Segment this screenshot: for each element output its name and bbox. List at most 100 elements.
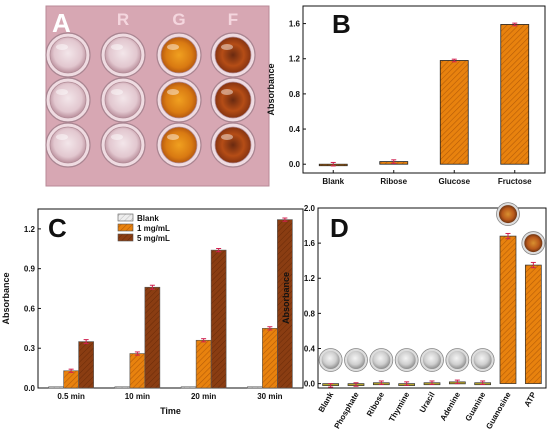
y-tick-label: 0.8 (304, 309, 316, 318)
well-sample (214, 36, 252, 74)
x-tick-label: Glucose (438, 177, 470, 186)
panel-d-label: D (330, 213, 349, 243)
x-tick-label: 0.5 min (57, 392, 85, 401)
well-sample (160, 126, 198, 164)
y-tick-label: 0.4 (289, 125, 301, 134)
well-highlight (111, 44, 123, 50)
y-tick-label: 0.0 (289, 160, 301, 169)
x-tick-label: Uracil (418, 391, 437, 415)
panel-a: A R G F (45, 5, 270, 187)
bar-atp (524, 264, 542, 384)
well-thumbnail-sample (524, 234, 543, 253)
x-tick-label: Ribose (365, 390, 386, 418)
x-tick-label: 20 min (191, 392, 216, 401)
well-highlight (56, 89, 68, 95)
x-tick-label: 30 min (257, 392, 282, 401)
column-label-g: G (172, 10, 185, 29)
well-sample (160, 36, 198, 74)
legend-swatch (117, 233, 134, 242)
x-tick-label: Guanine (464, 390, 488, 423)
panel-a-label: A (52, 8, 71, 38)
y-tick-label: 1.2 (304, 274, 316, 283)
bar-blank (48, 386, 64, 389)
bar-5-mg-ml (78, 341, 94, 389)
x-tick-label: Phosphate (332, 390, 361, 430)
y-tick-label: 0.4 (304, 344, 316, 353)
y-tick-label: 0.0 (304, 380, 316, 389)
bar-fructose (500, 24, 530, 165)
well-thumbnail-sample (347, 351, 365, 369)
well-thumbnail-sample (448, 351, 467, 369)
well-thumbnail-sample (499, 205, 517, 224)
well-sample (49, 36, 87, 74)
y-tick-label: 1.2 (289, 55, 301, 64)
bar-blank (114, 386, 131, 389)
legend-entry: 1 mg/mL (137, 224, 170, 233)
y-axis-label: Absorbance (266, 63, 276, 115)
well-highlight (167, 134, 179, 140)
x-tick-label: Guanosine (484, 390, 513, 431)
bar-1-mg-ml (262, 328, 278, 389)
legend-entry: 5 mg/mL (137, 234, 170, 243)
bar-blank (180, 386, 197, 389)
plot-frame (37, 208, 304, 389)
bar-guanosine (499, 235, 517, 384)
panel-b-label: B (332, 9, 351, 39)
well-thumbnail-sample (423, 351, 441, 369)
bar-glucose (439, 60, 469, 165)
legend-swatch (117, 213, 134, 222)
y-tick-label: 1.6 (304, 239, 316, 248)
column-label-r: R (117, 10, 129, 29)
x-tick-label: ATP (523, 390, 539, 408)
y-tick-label: 0.3 (24, 344, 36, 353)
y-tick-label: 0.0 (24, 384, 36, 393)
panel-d-chart: D 0.0 0.4 0.8 1.2 1.6 2.0 Absorbance BlankPhosp… (281, 202, 547, 431)
y-axis-label: Absorbance (1, 272, 11, 324)
well-sample (104, 36, 142, 74)
bar-5-mg-ml (210, 249, 227, 389)
well-thumbnail-sample (473, 351, 492, 369)
column-label-f: F (228, 10, 238, 29)
well-highlight (111, 134, 123, 140)
well-highlight (111, 89, 123, 95)
y-axis-label: Absorbance (281, 272, 291, 324)
well-highlight (221, 44, 233, 50)
y-tick-label: 0.6 (24, 304, 36, 313)
well-highlight (221, 134, 233, 140)
bar-blank (247, 386, 263, 389)
y-tick-label: 0.9 (24, 265, 36, 274)
legend-entry: Blank (137, 214, 159, 223)
x-tick-label: Blank (317, 390, 336, 414)
well-sample (104, 126, 142, 164)
x-tick-label: Ribose (380, 177, 407, 186)
well-sample (214, 126, 252, 164)
bar-5-mg-ml (144, 286, 161, 389)
bar-1-mg-ml (63, 370, 79, 389)
well-sample (49, 81, 87, 119)
plot-frame (302, 5, 546, 174)
well-highlight (56, 44, 68, 50)
x-tick-label: Blank (322, 177, 344, 186)
x-axis-label: Time (160, 406, 181, 416)
bar-1-mg-ml (195, 339, 212, 389)
well-highlight (56, 134, 68, 140)
well-sample (160, 81, 198, 119)
well-thumbnail-sample (372, 351, 391, 369)
panel-c-label: C (48, 213, 67, 243)
bar-1-mg-ml (129, 353, 146, 389)
y-tick-label: 1.2 (24, 225, 36, 234)
well-highlight (221, 89, 233, 95)
legend-swatch (117, 223, 134, 232)
well-sample (104, 81, 142, 119)
panel-b-chart: B 0.0 0.4 0.8 1.2 1.6 Absorbance Blank Ribose Gl… (266, 5, 546, 186)
x-tick-label: 10 min (125, 392, 150, 401)
panel-c-chart: C 0.0 0.3 0.6 0.9 1.2 Absorbance 0.5 min 10 min… (1, 208, 304, 416)
x-tick-label: Fructose (498, 177, 532, 186)
well-sample (214, 81, 252, 119)
well-sample (49, 126, 87, 164)
well-highlight (167, 44, 179, 50)
y-tick-label: 1.6 (289, 20, 301, 29)
plot-frame (317, 207, 547, 389)
